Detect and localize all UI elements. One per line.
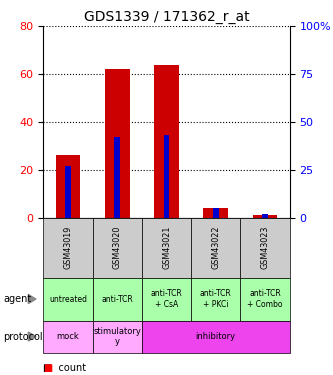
Text: agent: agent: [3, 294, 32, 304]
Bar: [93, 217, 142, 278]
Text: GSM43022: GSM43022: [211, 226, 220, 269]
Bar: [253, 215, 277, 217]
Text: ■  count: ■ count: [43, 363, 87, 372]
Bar: [93, 321, 142, 352]
Bar: [191, 217, 240, 278]
Bar: [65, 166, 71, 218]
Text: protocol: protocol: [3, 332, 43, 342]
Bar: [93, 278, 142, 321]
Title: GDS1339 / 171362_r_at: GDS1339 / 171362_r_at: [84, 10, 249, 24]
Bar: [154, 64, 179, 218]
Bar: [191, 278, 240, 321]
Text: GSM43020: GSM43020: [113, 226, 122, 269]
Bar: [262, 214, 268, 217]
Bar: [105, 69, 130, 218]
Text: anti-TCR: anti-TCR: [101, 295, 133, 304]
Bar: [240, 217, 290, 278]
Text: mock: mock: [57, 332, 79, 341]
Text: anti-TCR
+ CsA: anti-TCR + CsA: [151, 290, 182, 309]
Text: inhibitory: inhibitory: [196, 332, 236, 341]
Bar: [142, 278, 191, 321]
Bar: [43, 321, 93, 352]
Bar: [164, 135, 169, 218]
Bar: [213, 208, 219, 218]
Text: untreated: untreated: [49, 295, 87, 304]
Bar: [142, 321, 290, 352]
Text: ■: ■: [43, 363, 53, 372]
Bar: [114, 137, 120, 218]
Text: GSM43023: GSM43023: [260, 226, 270, 269]
Text: GSM43019: GSM43019: [63, 226, 73, 269]
Bar: [43, 217, 93, 278]
Bar: [240, 278, 290, 321]
Text: GSM43021: GSM43021: [162, 226, 171, 269]
Bar: [203, 208, 228, 218]
Text: stimulatory
y: stimulatory y: [93, 327, 141, 346]
Text: anti-TCR
+ PKCi: anti-TCR + PKCi: [200, 290, 232, 309]
Bar: [142, 217, 191, 278]
Bar: [43, 278, 93, 321]
Bar: [56, 155, 80, 218]
Text: anti-TCR
+ Combo: anti-TCR + Combo: [247, 290, 283, 309]
